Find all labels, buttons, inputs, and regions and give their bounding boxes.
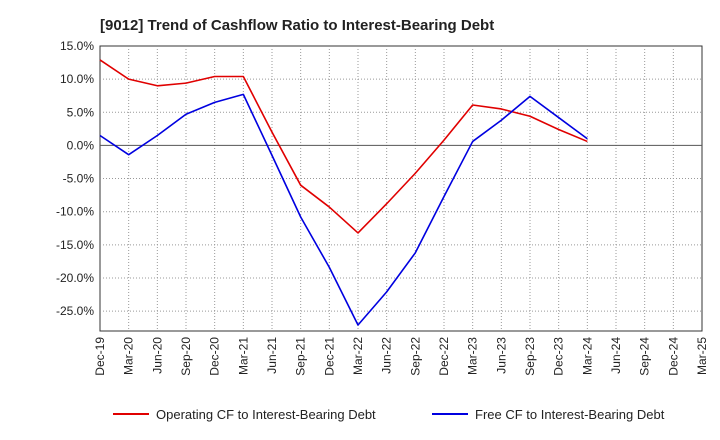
x-tick-label: Mar-22 [351,337,365,375]
x-tick-label: Dec-23 [552,337,566,376]
x-axis: Dec-19 Mar-20 Jun-20 Sep-20 Dec-20 Mar-21 Jun-… [93,337,709,376]
y-tick-label: -5.0% [63,172,95,186]
y-tick-label: -10.0% [56,205,94,219]
y-tick-label: -25.0% [56,304,94,318]
y-tick-label: -20.0% [56,271,94,285]
x-tick-label: Sep-21 [294,337,308,376]
x-tick-label: Dec-19 [93,337,107,376]
x-tick-label: Sep-22 [408,337,422,376]
series-lines [99,59,588,326]
x-tick-label: Jun-22 [380,337,394,374]
legend: Operating CF to Interest-Bearing Debt Fre… [113,407,665,422]
x-tick-label: Mar-24 [580,337,594,375]
legend-label-2: Free CF to Interest-Bearing Debt [475,407,665,422]
x-tick-label: Mar-21 [236,337,250,375]
x-tick-label: Sep-23 [523,337,537,376]
y-tick-label: 10.0% [60,72,94,86]
x-tick-label: Sep-24 [638,337,652,376]
x-tick-label: Dec-22 [437,337,451,376]
y-axis: 15.0% 10.0% 5.0% 0.0% -5.0% -10.0% -15.0% -20.0… [56,39,94,318]
series-line-1 [99,59,588,234]
chart-title: [9012] Trend of Cashflow Ratio to Intere… [100,17,494,34]
x-tick-label: Jun-20 [150,337,164,374]
x-tick-label: Mar-23 [466,337,480,375]
plot-area [99,45,703,332]
y-tick-label: 0.0% [67,138,95,152]
x-tick-label: Dec-21 [322,337,336,376]
series-line-2 [99,93,588,326]
legend-label-1: Operating CF to Interest-Bearing Debt [156,407,376,422]
y-tick-label: -15.0% [56,238,94,252]
x-tick-label: Dec-20 [208,337,222,376]
x-tick-label: Jun-23 [494,337,508,374]
y-tick-label: 5.0% [67,105,95,119]
x-tick-label: Mar-20 [122,337,136,375]
x-tick-label: Jun-21 [265,337,279,374]
y-tick-label: 15.0% [60,39,94,53]
x-tick-label: Dec-24 [666,337,680,376]
x-tick-label: Mar-25 [695,337,709,375]
x-tick-label: Jun-24 [609,337,623,374]
x-tick-label: Sep-20 [179,337,193,376]
